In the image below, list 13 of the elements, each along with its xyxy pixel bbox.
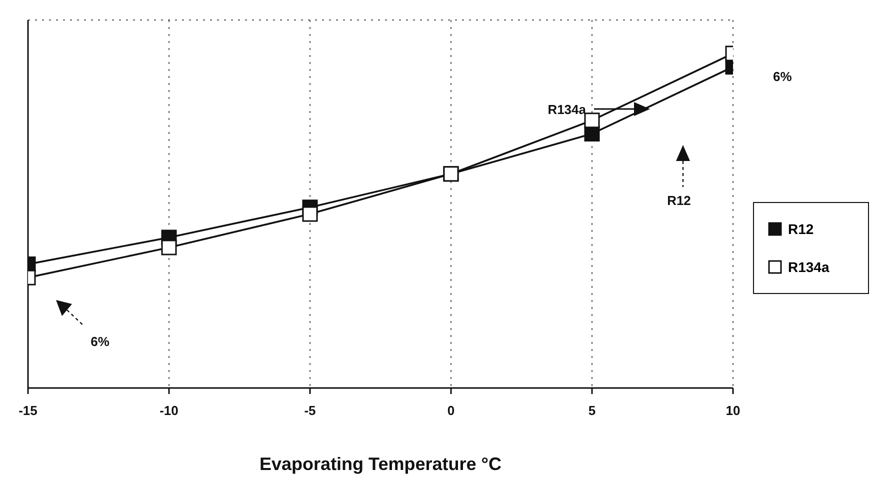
x-axis-title: Evaporating Temperature °C	[260, 454, 502, 474]
x-tick-label: -5	[304, 403, 316, 418]
x-tick-label: 0	[447, 403, 455, 418]
legend-label: R134a	[788, 259, 830, 275]
annotation: R12	[667, 193, 691, 208]
legend-label: R12	[788, 221, 814, 237]
text: 6%	[773, 69, 792, 84]
annotation: R134a	[548, 102, 587, 117]
x-tick-label: 10	[726, 403, 740, 418]
x-tick-label: 5	[588, 403, 596, 418]
x-tick-label: -10	[160, 403, 178, 418]
annotation: 6%	[90, 334, 110, 349]
x-tick-label: -15	[18, 403, 38, 418]
